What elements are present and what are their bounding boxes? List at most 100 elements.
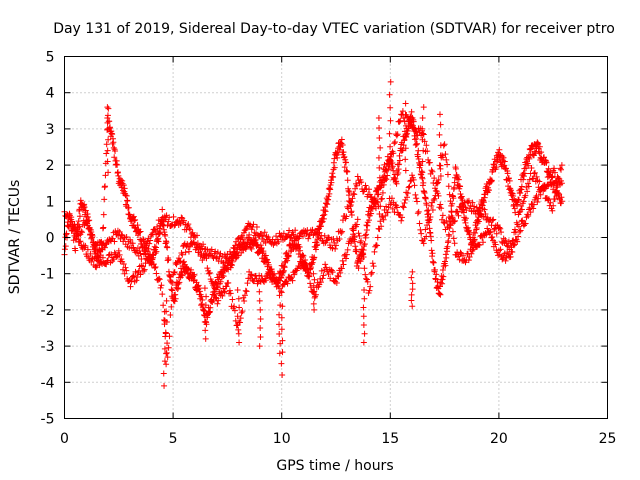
data-point [396,157,403,164]
data-point [541,185,548,192]
data-point [404,194,411,201]
data-point [269,236,276,243]
data-point [195,285,202,292]
data-point [526,176,533,183]
data-point [111,238,118,245]
data-point [375,115,382,122]
data-point [346,189,353,196]
data-point [278,289,285,296]
data-point [335,273,342,280]
data-point [86,217,93,224]
data-point [479,234,486,241]
data-point [439,212,446,219]
data-point [369,260,376,267]
data-point [376,124,383,131]
data-point [514,238,521,245]
data-point [339,228,346,235]
data-point [235,295,242,302]
data-point [526,204,533,211]
data-point [157,284,164,291]
data-point [488,177,495,184]
data-point [443,217,450,224]
data-point [512,229,519,236]
data-point [437,162,444,169]
data-point [104,104,111,111]
x-tick-label: 15 [381,431,399,447]
data-point [125,277,132,284]
data-point [454,173,461,180]
data-point [358,238,365,245]
data-point [220,259,227,266]
data-point [223,283,230,290]
data-point [429,206,436,213]
data-point [368,269,375,276]
data-point [480,199,487,206]
data-point [520,173,527,180]
data-point [413,195,420,202]
y-tick-label: 3 [46,122,55,138]
data-point [276,285,283,292]
data-point [547,199,554,206]
data-point [165,218,172,225]
data-point [527,146,534,153]
data-point [457,183,464,190]
data-point [168,278,175,285]
data-point [480,239,487,246]
data-point [530,175,537,182]
data-point [153,270,160,277]
data-point [206,269,213,276]
data-point [103,261,110,268]
data-point [105,105,112,112]
data-point [101,196,108,203]
data-point [241,298,248,305]
data-point [492,158,499,165]
data-point [150,254,157,261]
data-point [389,205,396,212]
data-point [408,291,415,298]
data-point [213,254,220,261]
data-point [203,293,210,300]
data-point [438,205,445,212]
data-point [409,268,416,275]
data-point [201,285,208,292]
data-point [417,162,424,169]
data-point [320,212,327,219]
data-point [366,287,373,294]
data-point [510,237,517,244]
data-point [240,236,247,243]
data-point [122,192,129,199]
data-point [187,226,194,233]
data-point [393,204,400,211]
data-point [297,264,304,271]
data-point [175,255,182,262]
data-point [549,207,556,214]
data-point [219,253,226,260]
data-point [152,264,159,271]
data-point [420,240,427,247]
data-point [553,192,560,199]
data-point [100,211,107,218]
data-point [163,361,170,368]
data-point [235,326,242,333]
data-point [256,297,263,304]
data-point [164,244,171,251]
data-point [446,191,453,198]
data-point [110,139,117,146]
data-point [147,237,154,244]
data-point [220,273,227,280]
data-point [423,202,430,209]
data-point [155,238,162,245]
data-point [384,172,391,179]
data-point [229,296,236,303]
data-point [115,172,122,179]
data-point [473,204,480,211]
data-point [445,183,452,190]
data-point [82,242,89,249]
data-point [344,246,351,253]
data-point [447,198,454,205]
data-point [311,254,318,261]
data-point [375,191,382,198]
data-point [292,227,299,234]
data-point [140,251,147,258]
data-point [310,282,317,289]
